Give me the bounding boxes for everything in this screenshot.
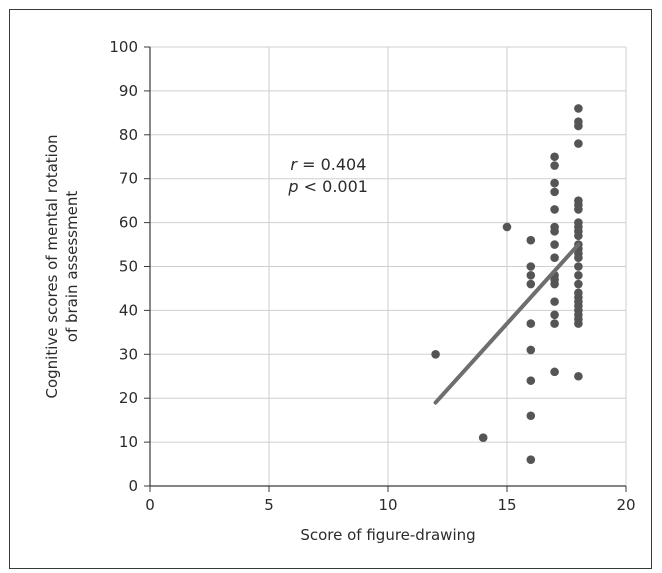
y-tick-label: 10 [119, 433, 138, 451]
y-tick-label: 100 [109, 38, 138, 56]
data-point [550, 161, 559, 170]
x-tick-label: 0 [145, 496, 155, 514]
data-point [550, 178, 559, 188]
y-axis-title-line-1: Cognitive scores of mental rotation [43, 134, 61, 398]
data-point [502, 222, 512, 232]
r-symbol: r [290, 155, 298, 174]
data-point [526, 235, 536, 245]
data-point [574, 279, 583, 289]
r-value-text: = 0.404 [297, 155, 366, 174]
data-point [550, 297, 559, 306]
y-axis-title-line-2: of brain assessment [63, 191, 81, 343]
data-point [574, 205, 583, 214]
data-point [526, 376, 536, 385]
y-tick-label: 50 [119, 258, 138, 276]
data-point [550, 240, 559, 249]
data-point [526, 262, 536, 271]
y-tick-label: 20 [119, 389, 138, 407]
y-tick-labels: 0 10 20 30 40 50 60 70 80 90 100 [109, 38, 138, 495]
y-tick-label: 0 [128, 477, 138, 495]
p-value-text: < 0.001 [299, 177, 368, 196]
data-point [550, 227, 559, 236]
data-point [550, 310, 559, 320]
y-tick-label: 80 [119, 126, 138, 144]
x-tick-label: 15 [497, 496, 516, 514]
scatter-chart: 0 10 20 30 40 50 60 70 80 90 100 0 5 10 15 20 r = 0.40… [43, 38, 636, 544]
p-symbol: p [287, 177, 298, 196]
data-point [550, 367, 559, 377]
x-axis-title: Score of figure-drawing [300, 526, 475, 544]
data-point [550, 253, 559, 263]
data-point [550, 279, 559, 289]
chart-frame: 0 10 20 30 40 50 60 70 80 90 100 0 5 10 15 20 r = 0.40… [9, 9, 652, 569]
data-point [574, 139, 583, 148]
data-point [526, 411, 536, 421]
data-point [574, 104, 583, 113]
y-tick-label: 30 [119, 345, 138, 363]
data-point [526, 345, 536, 355]
y-tick-label: 60 [119, 214, 138, 232]
data-point [574, 121, 583, 131]
data-point [574, 253, 583, 263]
data-point [526, 270, 536, 280]
x-tick-labels: 0 5 10 15 20 [145, 496, 635, 514]
x-tick-label: 5 [264, 496, 274, 514]
r-value-label: r = 0.404 [290, 155, 366, 174]
data-point [550, 152, 559, 162]
x-tick-label: 20 [616, 496, 635, 514]
data-point [574, 371, 583, 381]
y-tick-label: 70 [119, 170, 138, 188]
y-tick-label: 40 [119, 301, 138, 319]
axes [144, 46, 627, 492]
data-point [550, 187, 559, 197]
data-points [431, 104, 583, 464]
regression-line [433, 242, 581, 405]
p-value-label: p < 0.001 [287, 177, 368, 196]
data-point [526, 455, 536, 464]
correlation-annotation: r = 0.404 p < 0.001 [287, 155, 368, 196]
data-point [574, 262, 583, 271]
regression-line-group [433, 242, 581, 405]
data-point [431, 350, 440, 359]
data-point [550, 205, 559, 214]
data-point [574, 270, 583, 280]
data-point [574, 319, 583, 328]
data-point [478, 433, 488, 443]
data-point [574, 231, 583, 241]
gridlines [150, 46, 627, 486]
data-point [526, 279, 536, 289]
x-tick-label: 10 [378, 496, 397, 514]
y-tick-label: 90 [119, 82, 138, 100]
data-point [526, 319, 536, 328]
data-point [550, 319, 559, 328]
